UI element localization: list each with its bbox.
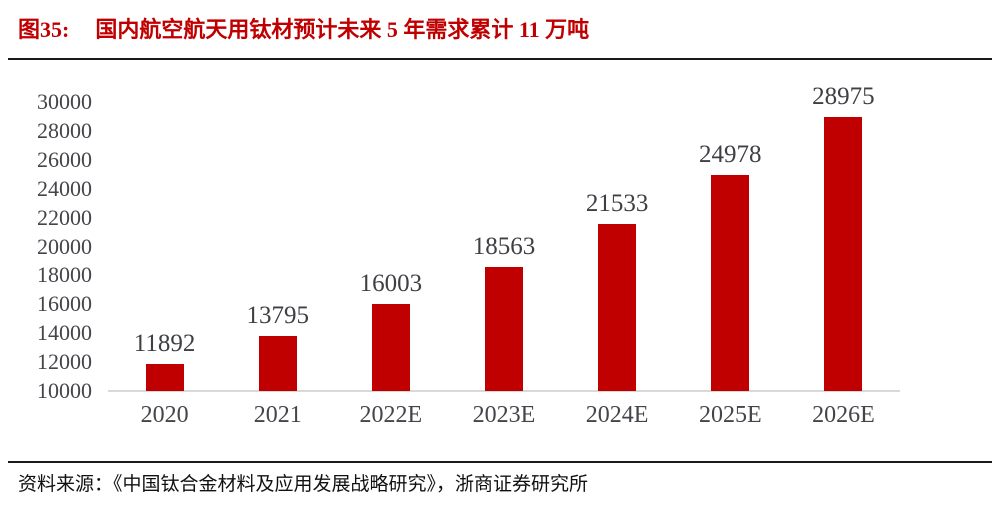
x-axis-tick-label: 2022E — [359, 402, 423, 428]
bar-value-label: 11892 — [133, 329, 196, 357]
bar-value-label: 28975 — [812, 82, 875, 110]
bar-value-label: 16003 — [359, 270, 423, 298]
x-axis-tick-label: 2026E — [812, 402, 875, 428]
y-axis-tick-label: 18000 — [37, 262, 92, 288]
x-axis-tick-label: 2025E — [698, 402, 762, 428]
y-axis-tick-label: 22000 — [37, 204, 92, 230]
y-axis-tick-label: 30000 — [37, 89, 92, 114]
bar-value-label: 21533 — [585, 190, 649, 218]
header-divider-rule — [8, 58, 992, 60]
y-axis-tick-label: 20000 — [37, 233, 92, 259]
y-axis-tick-label: 14000 — [37, 320, 92, 346]
y-axis-tick-label: 16000 — [37, 291, 92, 317]
y-axis-tick-label: 26000 — [37, 146, 92, 172]
x-axis-line — [108, 390, 900, 392]
y-axis-tick-label: 28000 — [37, 117, 92, 143]
source-note: 资料来源：《中国钛合金材料及应用发展战略研究》，浙商证券研究所 — [18, 474, 589, 495]
footer-divider-rule — [8, 461, 992, 463]
figure-title: 国内航空航天用钛材预计未来 5 年需求累计 11 万吨 — [95, 17, 590, 42]
x-axis-tick-label: 2020 — [140, 402, 189, 428]
bar-2020 — [145, 363, 184, 391]
x-axis-tick-label: 2021 — [253, 402, 302, 428]
bar-2022E — [371, 304, 410, 391]
y-axis-tick-label: 10000 — [37, 378, 92, 403]
y-axis-tick-label: 12000 — [37, 349, 92, 375]
x-axis-tick-label: 2023E — [472, 402, 536, 428]
bar-2024E — [598, 224, 637, 391]
bar-value-label: 13795 — [246, 302, 309, 330]
bar-2025E — [711, 174, 750, 391]
bar-2023E — [485, 267, 523, 391]
bar-2026E — [824, 116, 863, 391]
bar-value-label: 24978 — [699, 140, 762, 168]
x-axis-tick-label: 2024E — [585, 402, 649, 428]
figure-header: 图35: 国内航空航天用钛材预计未来 5 年需求累计 11 万吨 — [18, 14, 589, 46]
bar-value-label: 18563 — [472, 233, 536, 261]
figure-number-label: 图35: — [18, 17, 70, 42]
bar-2021 — [258, 336, 297, 391]
y-axis-tick-label: 24000 — [37, 175, 92, 201]
